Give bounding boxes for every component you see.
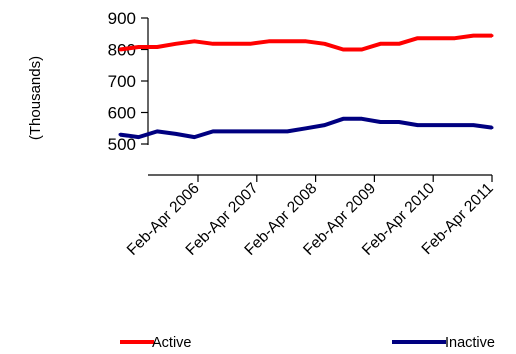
data-point-inactive-11 — [323, 123, 327, 127]
y-tick-label-900: 900 — [108, 9, 136, 28]
data-point-inactive-13 — [360, 117, 364, 121]
data-point-active-6 — [230, 42, 234, 46]
data-point-inactive-20 — [490, 126, 494, 130]
data-point-active-2 — [155, 45, 159, 49]
data-point-active-15 — [397, 42, 401, 46]
legend: Active Inactive — [120, 335, 495, 351]
data-point-active-8 — [267, 39, 271, 43]
y-axis-title: (Thousands) — [27, 56, 44, 140]
series-lines — [118, 33, 494, 140]
data-point-inactive-14 — [378, 120, 382, 124]
data-point-active-11 — [323, 42, 327, 46]
data-point-inactive-18 — [453, 123, 457, 127]
data-point-inactive-8 — [267, 129, 271, 133]
data-point-inactive-15 — [397, 120, 401, 124]
data-point-inactive-17 — [434, 123, 438, 127]
data-point-active-7 — [248, 42, 252, 46]
data-point-inactive-5 — [211, 129, 215, 133]
legend-label-inactive: Inactive — [445, 335, 495, 351]
data-point-inactive-1 — [137, 135, 141, 139]
data-point-active-12 — [341, 48, 345, 51]
data-point-inactive-2 — [155, 129, 159, 133]
data-point-active-3 — [174, 42, 178, 46]
data-point-inactive-6 — [230, 129, 234, 133]
data-point-active-17 — [434, 36, 438, 40]
data-point-inactive-10 — [304, 126, 308, 130]
y-tick-label-500: 500 — [108, 135, 136, 154]
data-point-active-0 — [118, 48, 122, 51]
data-point-active-9 — [285, 39, 289, 43]
data-point-active-18 — [453, 36, 457, 40]
data-point-inactive-7 — [248, 129, 252, 133]
data-point-active-16 — [416, 36, 420, 40]
y-tick-label-600: 600 — [108, 104, 136, 123]
legend-label-active: Active — [152, 335, 192, 351]
data-point-active-4 — [192, 39, 196, 43]
data-point-active-1 — [137, 45, 141, 49]
data-point-active-20 — [490, 34, 494, 38]
data-point-active-19 — [471, 34, 475, 38]
data-point-inactive-19 — [471, 123, 475, 127]
data-point-active-5 — [211, 42, 215, 46]
data-point-inactive-9 — [285, 129, 289, 133]
y-tick-label-700: 700 — [108, 72, 136, 91]
data-point-inactive-3 — [174, 132, 178, 136]
data-point-inactive-0 — [118, 133, 122, 137]
data-point-inactive-16 — [416, 123, 420, 127]
data-point-inactive-4 — [192, 135, 196, 139]
data-point-active-14 — [378, 42, 382, 46]
data-point-active-13 — [360, 48, 364, 51]
data-point-inactive-12 — [341, 117, 345, 121]
data-point-active-10 — [304, 39, 308, 43]
